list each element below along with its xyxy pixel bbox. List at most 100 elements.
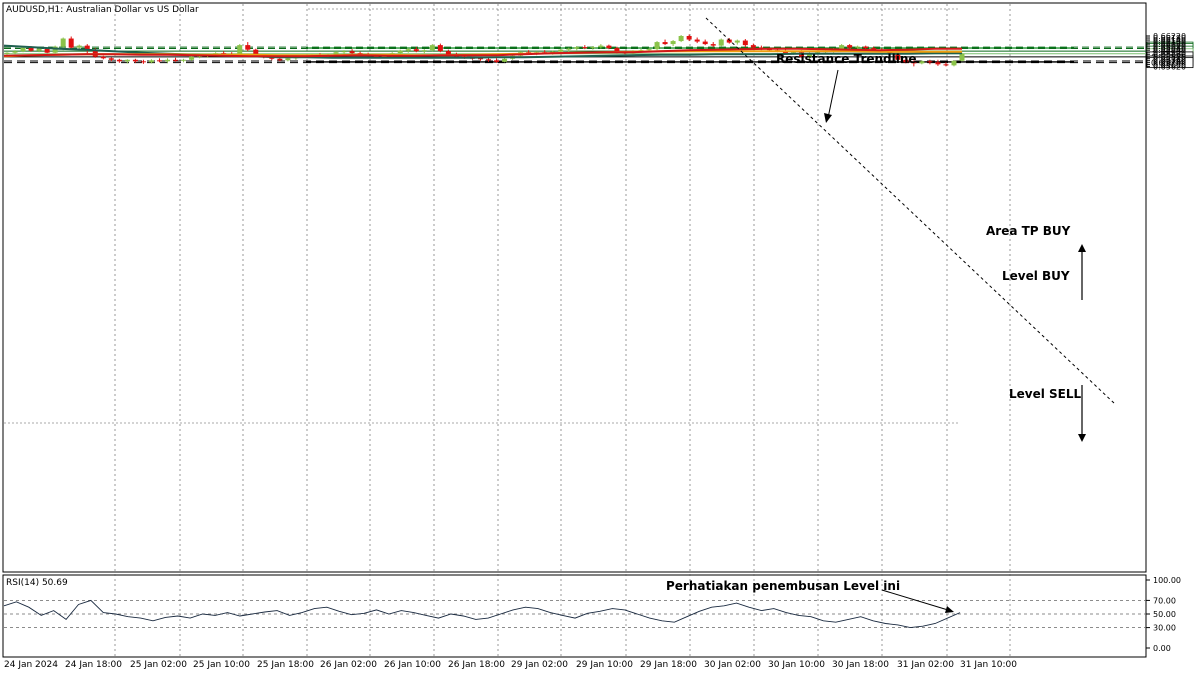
candle-body	[28, 47, 34, 51]
x-tick-label: 25 Jan 10:00	[193, 660, 250, 670]
candle-body	[919, 61, 925, 64]
rsi-tick-label: 0.00	[1153, 644, 1171, 653]
x-tick-label: 31 Jan 10:00	[960, 660, 1017, 670]
x-tick-label: 26 Jan 10:00	[384, 660, 441, 670]
candle-body	[148, 60, 154, 63]
candle-body	[670, 41, 676, 45]
y-tick-label: 0.65940	[1153, 46, 1186, 55]
candle-body	[678, 36, 684, 42]
y-tick-label: 0.66100	[1153, 38, 1186, 47]
main-panel-frame	[2, 2, 1147, 573]
candle-body	[405, 49, 411, 51]
x-tick-label: 25 Jan 18:00	[257, 660, 314, 670]
candle-body	[486, 59, 492, 61]
candle-body	[237, 45, 243, 56]
y-tick-label: 0.66180	[1153, 34, 1186, 43]
level-price-label: 0.65694	[1151, 59, 1184, 68]
candle-body	[911, 62, 917, 64]
x-tick-label: 29 Jan 18:00	[640, 660, 697, 670]
sell-arrow-head	[1078, 434, 1086, 442]
candle-body	[132, 59, 138, 62]
candle-body	[927, 61, 933, 63]
candle-body	[558, 49, 564, 52]
candle-body	[84, 45, 90, 51]
y-tick-label: 0.66020	[1153, 42, 1186, 51]
candle-body	[124, 59, 130, 62]
resistance-arrow-head	[824, 113, 832, 123]
candle-body	[44, 48, 50, 53]
candle-body	[807, 53, 813, 57]
x-tick-label: 30 Jan 02:00	[704, 660, 761, 670]
candle-body	[502, 58, 508, 62]
candle-body	[943, 64, 949, 66]
candle-body	[253, 49, 259, 57]
candle-body	[333, 52, 339, 55]
candle-body	[959, 53, 965, 61]
candle-body	[341, 51, 347, 53]
candle-body	[726, 39, 732, 43]
time-axis: 24 Jan 2024 24 Jan 18:00 25 Jan 02:00 25 Ja…	[4, 660, 1017, 670]
candle-body	[863, 46, 869, 49]
level-buy-annotation: Level BUY	[1002, 269, 1070, 283]
candle-body	[429, 45, 435, 51]
candle-body	[847, 45, 853, 48]
rsi-indicator: 100.00 70.00 50.00 30.00 0.00	[3, 576, 1181, 653]
candle-body	[477, 58, 483, 60]
candle-body	[574, 47, 580, 49]
candle-body	[790, 52, 796, 54]
candle-body	[68, 38, 74, 48]
x-tick-label: 26 Jan 02:00	[320, 660, 377, 670]
resistance-arrow	[827, 69, 839, 119]
resistance-annotation: Resistance Trendline	[776, 52, 917, 66]
candle-body	[750, 45, 756, 48]
candle-body	[36, 48, 42, 51]
candle-body	[277, 58, 283, 61]
rsi-tick-label: 30.00	[1153, 624, 1176, 633]
rsi-note-annotation: Perhatiakan penembusan Level ini	[666, 579, 900, 593]
x-tick-label: 24 Jan 18:00	[65, 660, 122, 670]
y-tick-label: 0.66060	[1153, 40, 1186, 49]
x-tick-label: 29 Jan 02:00	[511, 660, 568, 670]
zone-sell	[306, 61, 1074, 63]
candle-body	[12, 51, 18, 53]
tp-buy-annotation: Area TP BUY	[986, 224, 1071, 238]
candle-body	[582, 47, 588, 49]
candle-body	[742, 40, 748, 46]
rsi-panel-frame	[2, 574, 1147, 658]
candle-body	[76, 45, 82, 48]
candle-body	[606, 45, 612, 49]
rsi-note-arrow	[881, 589, 949, 611]
y-tick-label: 0.65900	[1153, 48, 1186, 57]
rsi-tick-label: 50.00	[1153, 610, 1176, 619]
buy-arrow-head	[1078, 244, 1086, 252]
x-tick-label: 31 Jan 02:00	[897, 660, 954, 670]
candle-body	[140, 61, 146, 63]
y-tick-label: 0.65980	[1153, 44, 1186, 53]
candle-body	[686, 36, 692, 40]
candle-body	[614, 48, 620, 53]
x-tick-label: 29 Jan 10:00	[576, 660, 633, 670]
candle-body	[349, 51, 355, 54]
candle-body	[935, 62, 941, 65]
candle-body	[437, 45, 443, 52]
candle-body	[189, 56, 195, 60]
candle-body	[245, 45, 251, 50]
candle-body	[165, 59, 171, 62]
candle-body	[662, 42, 668, 45]
chart-title: AUDUSD,H1: Australian Dollar vs US Dolla…	[6, 5, 199, 15]
candle-body	[710, 44, 716, 46]
x-tick-label: 30 Jan 18:00	[832, 660, 889, 670]
candle-body	[100, 56, 106, 59]
candle-body	[871, 48, 877, 50]
price-axis: 0.662200.661800.661400.661000.660600.660…	[1146, 32, 1186, 71]
candle-body	[895, 54, 901, 60]
candle-body	[903, 59, 909, 63]
y-tick-label: 0.65620	[1153, 62, 1186, 71]
candle-body	[421, 50, 427, 52]
y-tick-label: 0.65780	[1153, 54, 1186, 63]
resistance-trendline	[705, 17, 1116, 405]
candle-body	[285, 58, 291, 61]
candle-body	[694, 39, 700, 42]
candle-body	[20, 47, 26, 52]
